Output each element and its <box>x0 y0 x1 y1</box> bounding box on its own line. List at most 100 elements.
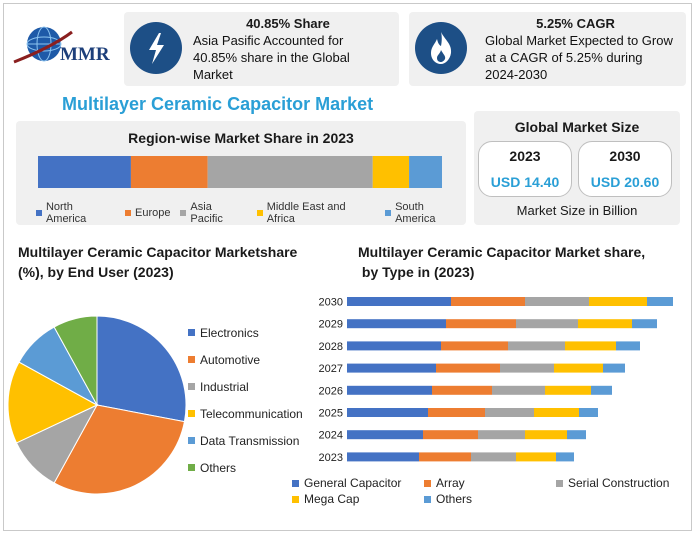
bar-segment-2030-serial-construction <box>525 297 589 306</box>
bar-segment-2025-others <box>579 408 598 417</box>
size-value-2030: USD 20.60 <box>590 174 660 190</box>
pie-chart <box>7 315 187 495</box>
bar-segment-2029-serial-construction <box>516 319 578 329</box>
bar-segment-2028-general-capacitor <box>347 341 441 351</box>
stat-card-cagr: 5.25% CAGR Global Market Expected to Gro… <box>409 12 686 86</box>
stat2-text: Global Market Expected to Grow at a CAGR… <box>485 33 673 82</box>
bar-year-label-2029: 2029 <box>319 319 343 331</box>
bar-segment-2028-serial-construction <box>508 341 565 351</box>
pie-slice-telecommunication <box>7 361 99 444</box>
infographic-frame <box>3 3 692 531</box>
bar-segment-2030-mega-cap <box>589 297 647 306</box>
bar-segment-2025-general-capacitor <box>347 408 428 417</box>
bar-segment-2026-others <box>591 385 612 395</box>
logo-text: MMR <box>60 44 110 65</box>
bar-year-label-2027: 2027 <box>319 363 343 375</box>
bar-segment-2027-general-capacitor <box>347 363 436 373</box>
stat1-title: 40.85% Share <box>246 16 330 31</box>
size-year-2030: 2030 <box>609 148 641 164</box>
pie-legend-data-transmission: Data Transmission <box>188 427 318 454</box>
stat1-text: Asia Pasific Accounted for 40.85% share … <box>193 33 350 82</box>
bar-segment-2025-serial-construction <box>485 408 534 417</box>
bar-segment-2023-mega-cap <box>516 452 556 462</box>
type-stacked-bar-chart: 2030 2029 2028 2027 2026 2025 2024 2023 <box>319 297 673 464</box>
size-caption: Market Size in Billion <box>516 203 638 218</box>
global-size-title: Global Market Size <box>514 119 640 135</box>
lightning-icon <box>130 22 182 74</box>
bar-legend-others: Others <box>424 492 472 506</box>
legend-north-america: North America <box>36 201 115 225</box>
bar-segment-2023-others <box>556 452 574 462</box>
bar-segment-2026-mega-cap <box>545 385 591 395</box>
bar-segment-2023-array <box>419 452 471 462</box>
global-size-card: Global Market Size 2023 USD 14.40 2030 U… <box>474 111 680 225</box>
bar-segment-2023-serial-construction <box>471 452 516 462</box>
size-box-2023: 2023 USD 14.40 <box>478 141 572 197</box>
pie-slice-others <box>53 315 98 406</box>
legend-middle-east-africa: Middle East and Africa <box>256 201 375 225</box>
bar-segment-2024-others <box>567 430 586 440</box>
pie-slice-automotive <box>53 404 186 495</box>
bar-legend: General Capacitor Array Serial Construct… <box>292 476 687 516</box>
region-segment-europe <box>130 156 208 188</box>
bar-segment-2030-others <box>647 297 673 306</box>
bar-year-label-2024: 2024 <box>319 430 343 442</box>
flame-icon <box>415 22 467 74</box>
stat2-title: 5.25% CAGR <box>536 16 615 31</box>
bar-segment-2026-array <box>432 385 492 395</box>
bar-segment-2029-mega-cap <box>578 319 632 329</box>
bar-segment-2027-serial-construction <box>500 363 554 373</box>
stat-card-share: 40.85% Share Asia Pasific Accounted for … <box>124 12 399 86</box>
bar-segment-2028-others <box>616 341 640 351</box>
bar-legend-mega-cap: Mega Cap <box>292 492 359 506</box>
pie-slice-electronics <box>96 315 187 423</box>
bar-legend-array: Array <box>424 476 465 490</box>
bar-legend-general-capacitor: General Capacitor <box>292 476 401 490</box>
size-value-2023: USD 14.40 <box>490 174 560 190</box>
bar-year-label-2028: 2028 <box>319 341 343 353</box>
bar-segment-2023-general-capacitor <box>347 452 419 462</box>
region-segment-middle-east-and-africa <box>372 156 410 188</box>
pie-legend-automotive: Automotive <box>188 346 318 373</box>
pie-legend: Electronics Automotive Industrial Teleco… <box>188 319 318 481</box>
region-legend: North America Europe Asia Pacific Middle… <box>36 201 466 225</box>
logo: MMR <box>12 22 122 72</box>
bar-segment-2024-array <box>423 430 478 440</box>
bar-year-label-2025: 2025 <box>319 408 343 420</box>
bar-segment-2026-serial-construction <box>492 385 545 395</box>
globe-logo-icon <box>13 26 73 64</box>
pie-legend-electronics: Electronics <box>188 319 318 346</box>
region-card: Region-wise Market Share in 2023 North A… <box>16 121 466 225</box>
region-segment-north-america <box>38 156 131 188</box>
region-title: Region-wise Market Share in 2023 <box>128 130 354 146</box>
bar-segment-2024-general-capacitor <box>347 430 423 440</box>
bar-segment-2027-mega-cap <box>554 363 603 373</box>
legend-asia-pacific: Asia Pacific <box>180 201 246 225</box>
bar-segment-2025-array <box>428 408 485 417</box>
bar-segment-2030-general-capacitor <box>347 297 451 306</box>
region-share-bar <box>38 156 442 188</box>
bar-segment-2024-serial-construction <box>478 430 525 440</box>
bar-year-label-2023: 2023 <box>319 452 343 464</box>
region-segment-south-america <box>409 156 442 188</box>
bar-segment-2027-array <box>436 363 500 373</box>
pie-legend-others: Others <box>188 454 318 481</box>
bar-legend-serial-construction: Serial Construction <box>556 476 669 490</box>
bar-segment-2028-mega-cap <box>565 341 616 351</box>
bar-segment-2024-mega-cap <box>525 430 567 440</box>
bar-segment-2030-array <box>451 297 525 306</box>
legend-south-america: South America <box>385 201 466 225</box>
bar-year-label-2030: 2030 <box>319 297 343 309</box>
bar-title: Multilayer Ceramic Capacitor Market shar… <box>358 244 646 280</box>
bar-segment-2027-others <box>603 363 625 373</box>
pie-legend-telecommunication: Telecommunication <box>188 400 318 427</box>
region-segment-asia-pacific <box>207 156 373 188</box>
bar-segment-2029-array <box>446 319 516 329</box>
legend-europe: Europe <box>125 201 170 225</box>
size-box-2030: 2030 USD 20.60 <box>578 141 672 197</box>
size-year-2023: 2023 <box>509 148 541 164</box>
bar-segment-2029-others <box>632 319 657 329</box>
bar-year-label-2026: 2026 <box>319 385 343 397</box>
pie-title: Multilayer Ceramic Capacitor Marketshare… <box>18 244 298 280</box>
bar-segment-2025-mega-cap <box>534 408 579 417</box>
